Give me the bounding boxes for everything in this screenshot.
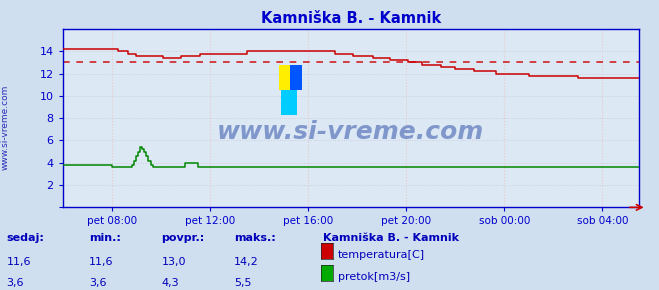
Title: Kamniška B. - Kamnik: Kamniška B. - Kamnik [261, 11, 441, 26]
Text: Kamniška B. - Kamnik: Kamniška B. - Kamnik [323, 233, 459, 243]
Text: pretok[m3/s]: pretok[m3/s] [338, 272, 410, 282]
Text: www.si-vreme.com: www.si-vreme.com [217, 120, 484, 144]
Text: temperatura[C]: temperatura[C] [338, 250, 425, 260]
Text: 3,6: 3,6 [89, 278, 107, 288]
Text: 4,3: 4,3 [161, 278, 179, 288]
Text: www.si-vreme.com: www.si-vreme.com [1, 85, 10, 170]
Text: 3,6: 3,6 [7, 278, 24, 288]
Text: min.:: min.: [89, 233, 121, 243]
Text: 11,6: 11,6 [89, 257, 113, 267]
Text: 5,5: 5,5 [234, 278, 252, 288]
Text: sedaj:: sedaj: [7, 233, 44, 243]
Text: povpr.:: povpr.: [161, 233, 205, 243]
Text: 14,2: 14,2 [234, 257, 259, 267]
Text: maks.:: maks.: [234, 233, 275, 243]
Text: 13,0: 13,0 [161, 257, 186, 267]
Text: 11,6: 11,6 [7, 257, 31, 267]
